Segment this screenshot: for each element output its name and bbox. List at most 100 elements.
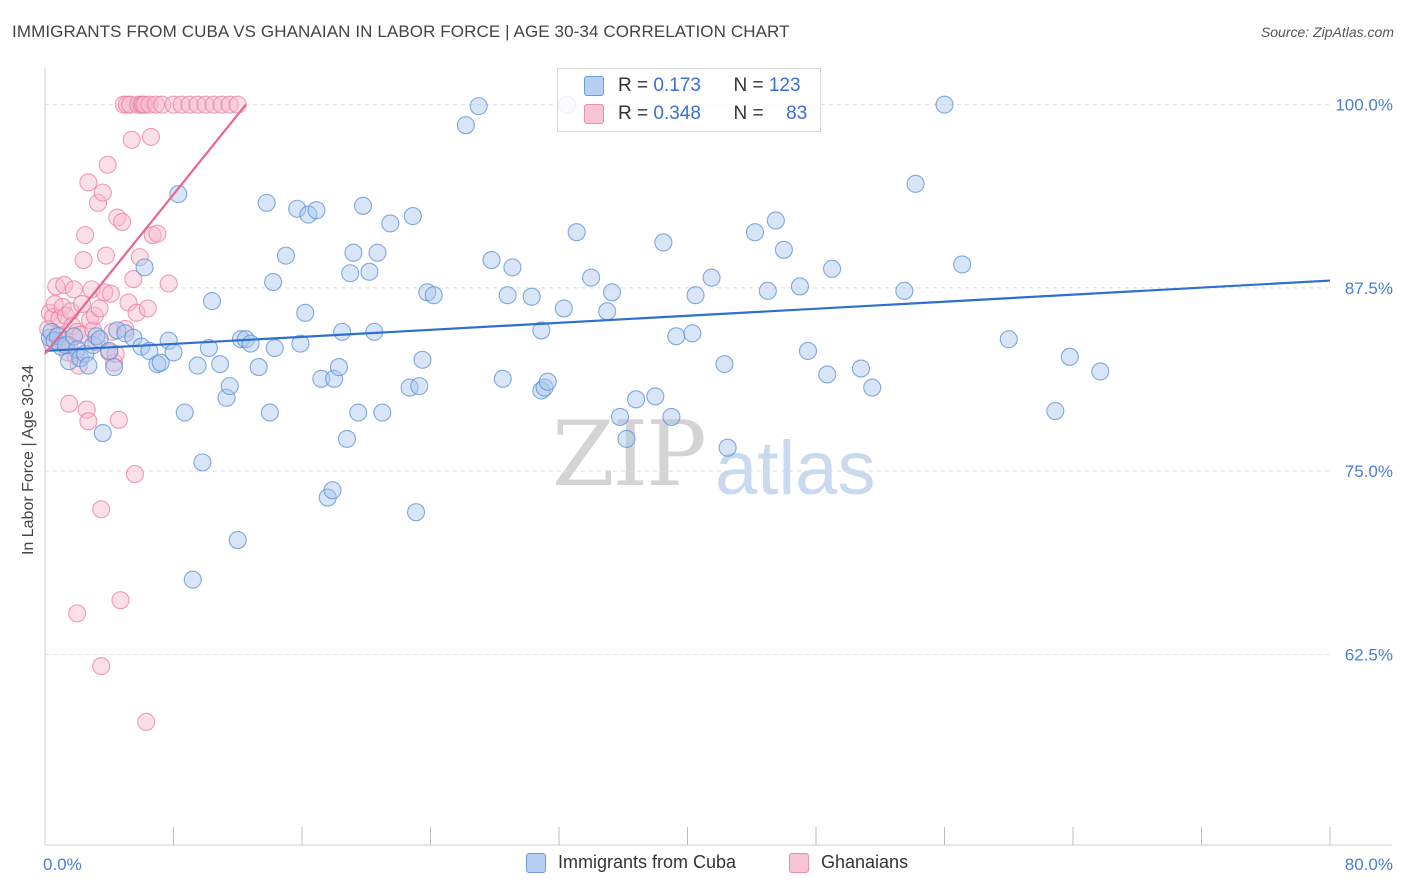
cuba-point [683, 324, 702, 343]
cuba-point [188, 356, 207, 375]
ghanaian-point [140, 95, 159, 114]
cuba-point [329, 358, 348, 377]
cuba-point [686, 286, 705, 305]
watermark-atlas: atlas [715, 426, 876, 511]
legend-swatch-pink [789, 852, 809, 873]
tick-labels: 100.0% 87.5% 75.0% 62.5% 0.0% 80.0% [43, 96, 1393, 874]
cuba-point [323, 481, 342, 500]
cuba-point [662, 407, 681, 426]
ghanaian-point [130, 248, 149, 267]
legend-item-cuba[interactable]: Immigrants from Cuba [526, 852, 736, 873]
ghanaian-point [69, 356, 88, 375]
cuba-point [745, 223, 765, 242]
correlation-legend: R = 0.173 N = 123 R = 0.348 N = 83 [557, 68, 821, 132]
cuba-point [823, 259, 842, 278]
ghanaian-point [76, 226, 95, 245]
ghanaian-point [141, 127, 161, 146]
cuba-point [249, 358, 268, 377]
cuba-point [307, 201, 326, 220]
cuba-point [715, 355, 734, 374]
cuba-point [135, 258, 154, 277]
cuba-point [337, 429, 357, 448]
cuba-point [257, 193, 276, 212]
cuba-point [349, 403, 368, 422]
cuba-point [373, 403, 392, 422]
cuba-point [93, 423, 112, 443]
cuba-point [264, 272, 283, 292]
cuba-point [503, 258, 522, 277]
ghanaian-point [122, 130, 141, 149]
legend-label-cuba: Immigrants from Cuba [558, 852, 737, 872]
y-tick-label: 87.5% [1345, 279, 1393, 298]
cuba-point [598, 302, 617, 321]
ghanaian-point [98, 155, 117, 174]
legend-text-ghanaians: R = 0.348 N = 83 [618, 103, 807, 125]
cuba-point [424, 286, 443, 305]
ghanaian-point [148, 224, 167, 243]
ghanaian-point [146, 95, 165, 114]
cuba-point [288, 199, 307, 218]
cuba-point [935, 95, 954, 114]
cuba-point [217, 388, 236, 407]
cuba-point [381, 214, 400, 233]
ghanaian-point [60, 394, 79, 413]
ghanaian-point [111, 591, 130, 610]
cuba-point [758, 281, 777, 300]
cuba-point [953, 255, 972, 274]
cuba-point [140, 341, 159, 360]
cuba-point [175, 403, 194, 422]
cuba-point [627, 390, 646, 409]
cuba-point [617, 429, 636, 448]
cuba-point [482, 251, 501, 270]
cuba-point [1046, 402, 1065, 421]
cuba-point [260, 403, 279, 422]
ghanaian-point [109, 410, 128, 429]
cuba-point [456, 116, 475, 135]
gridlines [45, 104, 1330, 655]
ghanaian-point [93, 183, 112, 202]
ghanaian-point [101, 284, 120, 303]
ghanaian-point [72, 294, 91, 314]
cuba-point [169, 185, 188, 204]
cuba-point [410, 377, 429, 396]
axes [44, 68, 1392, 846]
ghanaian-point [74, 251, 93, 270]
cuba-point [148, 355, 167, 374]
ghanaian-point [228, 95, 247, 114]
ghanaian-point [113, 212, 132, 231]
ghanaians-points [39, 95, 247, 731]
cuba-point [602, 283, 622, 302]
cuba-point [333, 322, 352, 341]
ghanaian-point [88, 193, 108, 212]
cuba-point [999, 330, 1018, 349]
cuba-point [344, 243, 363, 262]
cuba-point [360, 262, 379, 281]
ghanaian-point [96, 246, 116, 265]
cuba-point [798, 341, 818, 360]
legend-item-ghanaians[interactable]: Ghanaians [789, 852, 908, 873]
cuba-point [532, 321, 551, 340]
cuba-point [790, 277, 809, 296]
cuba-point [818, 365, 837, 384]
cuba-points [40, 95, 1110, 589]
cuba-point [851, 359, 871, 378]
cuba-point [296, 303, 315, 322]
ghanaian-point [92, 657, 111, 676]
r-label: R = [618, 103, 654, 124]
cuba-point [406, 503, 426, 522]
y-tick-label: 75.0% [1345, 462, 1393, 481]
ghanaian-point [125, 465, 144, 484]
cuba-point [312, 369, 331, 388]
cuba-point [203, 292, 222, 311]
cuba-point [228, 531, 247, 550]
cuba-point [493, 369, 512, 388]
n-label: N = [733, 103, 769, 124]
cuba-point [554, 299, 573, 318]
cuba-point [1060, 347, 1079, 366]
ghanaian-point [90, 299, 109, 318]
cuba-point [702, 268, 721, 287]
cuba-point [766, 211, 785, 230]
cuba-point [498, 286, 517, 305]
cuba-point [1091, 362, 1110, 381]
legend-swatch-pink [584, 104, 604, 124]
